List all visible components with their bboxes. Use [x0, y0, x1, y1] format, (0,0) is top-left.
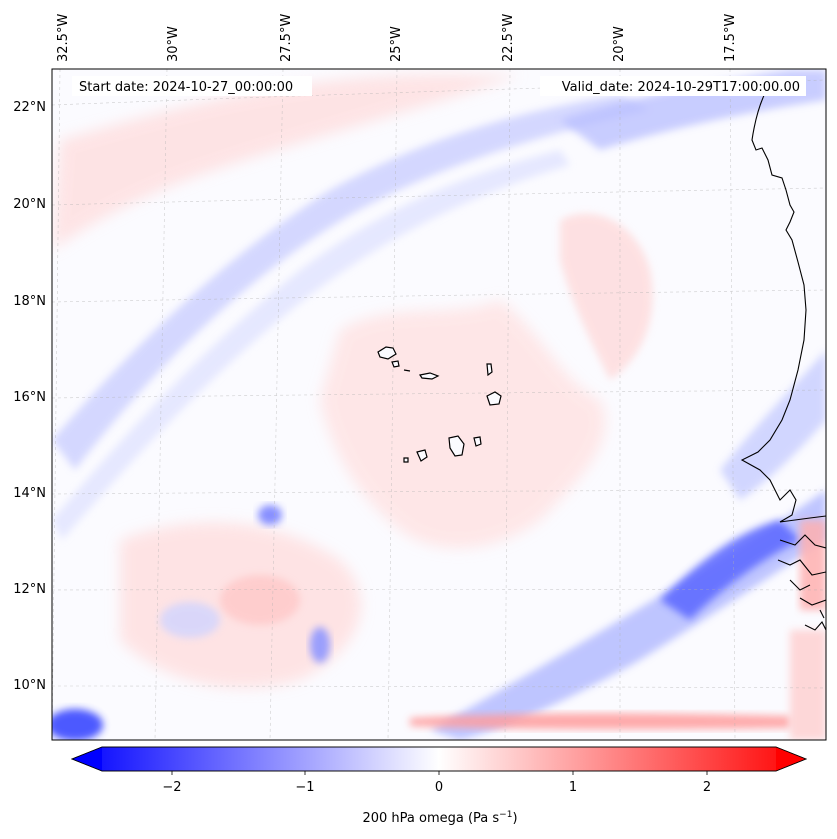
- lon-label: 17.5°W: [723, 14, 738, 62]
- colorbar-tick: 0: [435, 780, 443, 795]
- island-sao-nicolau: [419, 372, 440, 380]
- lat-label: 18°N: [13, 294, 46, 309]
- lat-label: 12°N: [13, 582, 46, 597]
- cape-verde-islands: [377, 346, 502, 463]
- colorbar-label: 200 hPa omega (Pa s−1): [362, 810, 517, 826]
- map-frame: [51, 68, 827, 741]
- valid-date-box: [540, 76, 806, 96]
- island-boa-vista: [486, 391, 502, 406]
- lat-label: 10°N: [13, 678, 46, 693]
- colorbar-extend-min: [72, 747, 102, 771]
- longitude-labels: 32.5°W 30°W 27.5°W 25°W 22.5°W 20°W 17.5…: [56, 14, 738, 62]
- island-maio: [473, 436, 482, 447]
- lon-label: 22.5°W: [501, 14, 516, 62]
- graticule: [52, 69, 826, 740]
- lon-label: 27.5°W: [279, 14, 294, 62]
- lat-label: 14°N: [13, 486, 46, 501]
- colorbar-tick: 2: [703, 780, 711, 795]
- island-santiago: [448, 435, 465, 457]
- island-sao-vicente: [391, 360, 400, 368]
- island-santo-antao: [377, 346, 397, 360]
- africa-coast: [740, 83, 826, 523]
- island-brava: [403, 457, 409, 463]
- colorbar-tick: 1: [569, 780, 577, 795]
- island-santa-luzia: [403, 369, 411, 372]
- valid-date-text: Valid_date: 2024-10-29T17:00:00.00: [562, 80, 800, 95]
- omega-field: [52, 70, 826, 740]
- island-sal: [486, 363, 493, 377]
- colorbar-tick: −1: [295, 780, 314, 795]
- colorbar-body: [70, 746, 808, 772]
- start-date-box: [72, 76, 312, 96]
- latitude-labels: 22°N 20°N 18°N 16°N 14°N 12°N 10°N: [13, 100, 46, 693]
- lon-label: 25°W: [389, 26, 404, 62]
- island-fogo: [416, 449, 428, 462]
- coastline: [740, 83, 826, 631]
- lat-label: 16°N: [13, 390, 46, 405]
- colorbar-extend-max: [776, 747, 806, 771]
- colorbar: −2 −1 0 1 2 200 hPa omega (Pa s−1): [70, 746, 808, 826]
- lat-label: 20°N: [13, 197, 46, 212]
- lon-label: 30°W: [166, 26, 181, 62]
- map-panel: [52, 69, 826, 740]
- lon-label: 32.5°W: [56, 14, 71, 62]
- start-date-text: Start date: 2024-10-27_00:00:00: [79, 80, 293, 95]
- lat-label: 22°N: [13, 100, 46, 115]
- colorbar-tick: −2: [162, 780, 181, 795]
- lon-label: 20°W: [612, 26, 627, 62]
